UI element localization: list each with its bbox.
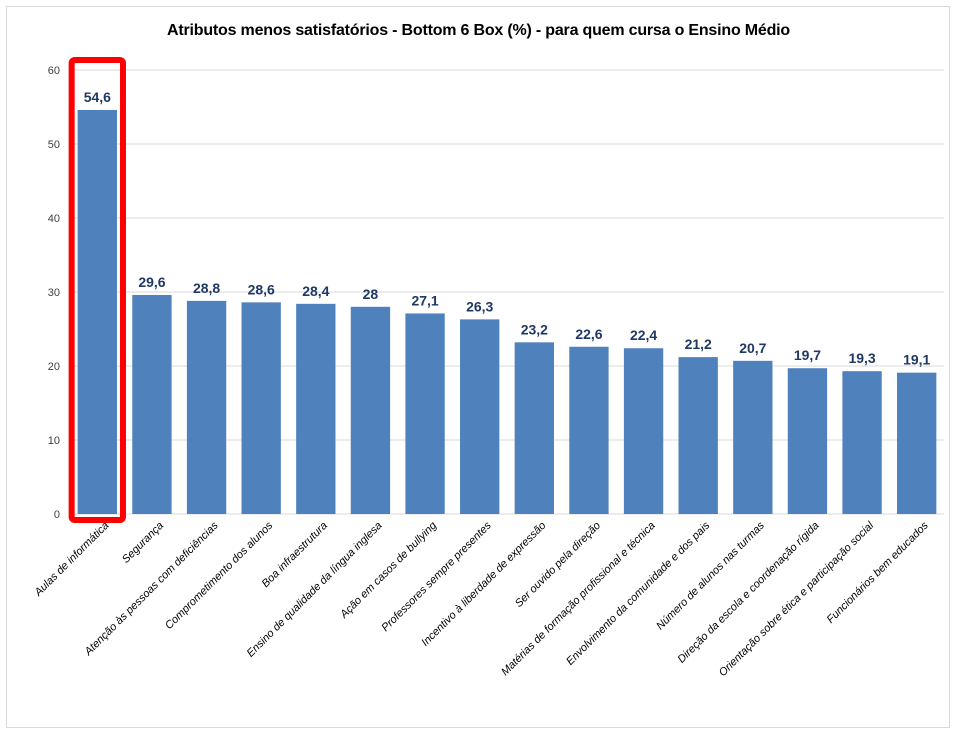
data-label: 54,6 <box>84 89 111 105</box>
bar <box>678 357 718 514</box>
data-label: 19,1 <box>903 352 930 368</box>
category-label: Segurança <box>120 520 166 566</box>
bar <box>186 300 227 514</box>
bar <box>897 372 937 514</box>
y-tick-label: 20 <box>48 361 60 373</box>
bar <box>733 360 773 514</box>
bar <box>296 303 336 514</box>
y-tick-label: 50 <box>48 139 60 151</box>
data-label: 19,7 <box>794 347 821 363</box>
data-label: 23,2 <box>521 321 548 337</box>
data-label: 22,4 <box>630 327 657 343</box>
bar <box>569 346 609 514</box>
data-label: 22,6 <box>575 326 602 342</box>
bar <box>405 313 445 514</box>
highlight-box-layer <box>68 57 126 523</box>
highlight-box <box>68 57 126 523</box>
category-label: Número de alunos nas turmas <box>654 519 767 632</box>
y-tick-label: 10 <box>48 435 60 447</box>
bar <box>787 368 828 514</box>
bar <box>77 109 117 515</box>
category-label: Aulas de informática <box>32 520 112 600</box>
y-tick-label: 0 <box>54 509 60 521</box>
data-label: 26,3 <box>466 298 493 314</box>
bar <box>514 342 554 514</box>
bars <box>77 109 937 515</box>
bar <box>132 294 172 514</box>
data-label: 19,3 <box>848 350 875 366</box>
data-labels: 54,6 29,6 28,8 28,6 28,4 28 27,1 26,3 23,2 22,6 22… <box>84 89 931 368</box>
data-label: 28 <box>363 286 379 302</box>
chart-title: Atributos menos satisfatórios - Bottom 6… <box>167 22 790 39</box>
bar <box>842 371 882 514</box>
data-label: 28,6 <box>248 281 275 297</box>
category-label: Comprometimento dos alunos <box>163 519 276 632</box>
data-label: 28,4 <box>302 283 329 299</box>
y-tick-label: 60 <box>48 65 60 77</box>
bar <box>350 306 391 514</box>
category-label: Ação em casos de bullying <box>337 519 439 621</box>
bar <box>460 319 500 514</box>
bar <box>623 348 664 514</box>
data-label: 20,7 <box>739 340 766 356</box>
data-label: 28,8 <box>193 280 220 296</box>
y-tick-label: 30 <box>48 287 60 299</box>
data-label: 21,2 <box>685 336 712 352</box>
category-label: Professores sempre presentes <box>379 519 494 634</box>
data-label: 29,6 <box>138 274 165 290</box>
y-tick-label: 40 <box>48 213 60 225</box>
y-axis-ticks: 0 10 20 30 40 50 60 <box>48 65 60 521</box>
data-label: 27,1 <box>411 292 438 308</box>
category-label: Funcionários bem educados <box>825 519 932 626</box>
bar <box>241 302 281 514</box>
